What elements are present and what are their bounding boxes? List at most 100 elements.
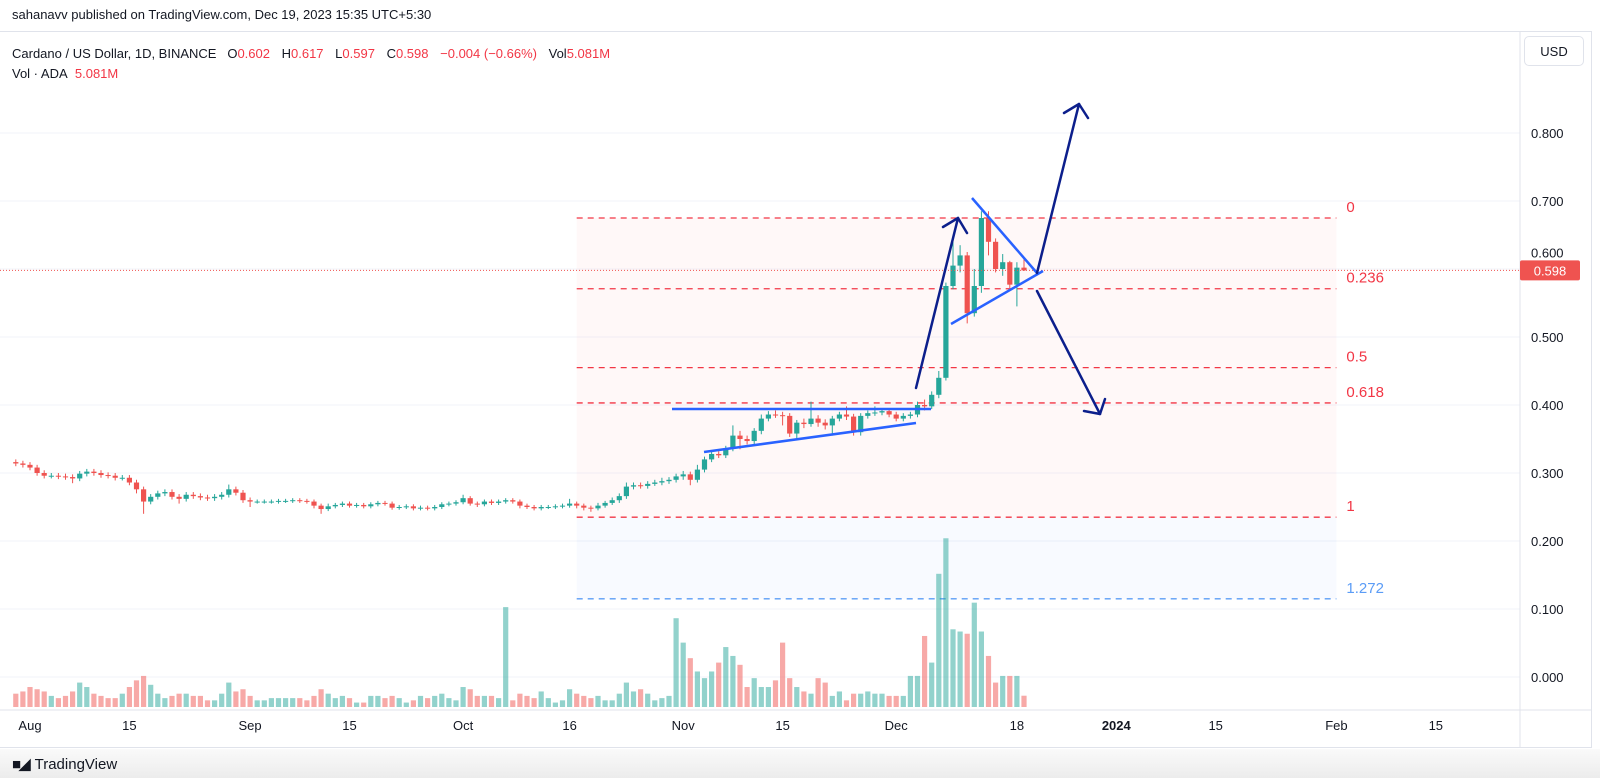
candle bbox=[787, 413, 793, 437]
candle-body bbox=[623, 486, 629, 497]
candle bbox=[425, 505, 431, 511]
volume-bar bbox=[836, 691, 842, 707]
candle-body bbox=[758, 418, 764, 431]
volume-bar bbox=[1007, 675, 1013, 707]
candle-body bbox=[780, 415, 786, 417]
vol-value: 5.081M bbox=[566, 46, 611, 61]
volume-bar bbox=[460, 687, 466, 707]
candle bbox=[971, 269, 977, 317]
candle-body bbox=[439, 504, 445, 507]
candle bbox=[957, 245, 963, 273]
candle bbox=[865, 410, 871, 419]
volume-bar bbox=[339, 695, 345, 707]
candle-body bbox=[325, 506, 331, 510]
tradingview-logo-icon: ■◢ bbox=[12, 756, 31, 773]
volume-bar bbox=[851, 693, 857, 707]
candle bbox=[268, 499, 274, 504]
candle-body bbox=[176, 496, 182, 499]
candle-body bbox=[616, 496, 622, 501]
volume-bar bbox=[538, 691, 544, 707]
time-tick-label: 15 bbox=[122, 718, 136, 733]
candle bbox=[261, 499, 267, 504]
volume-bar bbox=[879, 693, 885, 707]
candle-body bbox=[709, 453, 715, 460]
symbol-description[interactable]: Cardano / US Dollar, 1D, BINANCE bbox=[12, 46, 217, 61]
fibonacci-retracement[interactable]: 0 0.236 0.5 0.618 1 1.272 bbox=[576, 199, 1384, 600]
candle-body bbox=[77, 473, 83, 479]
candle-body bbox=[55, 475, 61, 477]
candle-body bbox=[929, 394, 935, 407]
candle bbox=[716, 451, 722, 459]
candle bbox=[581, 503, 587, 511]
candle bbox=[801, 418, 807, 429]
candle-body bbox=[247, 500, 253, 502]
tradingview-wordmark: TradingView bbox=[34, 755, 118, 773]
candle bbox=[155, 490, 161, 500]
volume-bar bbox=[886, 695, 892, 707]
volume-bar bbox=[488, 695, 495, 707]
time-tick-label: 15 bbox=[342, 718, 356, 733]
candle-body bbox=[680, 474, 686, 477]
candle bbox=[524, 503, 530, 510]
candle bbox=[765, 411, 771, 422]
time-tick-label: Nov bbox=[672, 718, 696, 733]
candle bbox=[744, 435, 750, 445]
candle bbox=[304, 498, 310, 504]
candle-body bbox=[694, 469, 700, 480]
candle bbox=[822, 419, 828, 430]
candle-body bbox=[339, 503, 345, 505]
volume-bar bbox=[20, 691, 26, 707]
candle bbox=[772, 410, 779, 418]
volume-bar bbox=[801, 691, 807, 707]
candle-body bbox=[190, 494, 196, 497]
volume-bar bbox=[893, 695, 899, 707]
legend-ohlc-row: Cardano / US Dollar, 1D, BINANCE O0.602 … bbox=[12, 44, 618, 64]
price-tick-label: 0.500 bbox=[1531, 330, 1564, 345]
candle bbox=[609, 497, 615, 505]
candle bbox=[27, 462, 33, 471]
candle-body bbox=[389, 503, 395, 508]
drawings[interactable] bbox=[672, 102, 1107, 454]
candle-body bbox=[233, 489, 239, 493]
volume-bar bbox=[716, 662, 722, 707]
volume-bar bbox=[396, 698, 402, 707]
candle bbox=[488, 499, 495, 505]
candle bbox=[212, 494, 218, 501]
candle-body bbox=[886, 411, 892, 415]
candle bbox=[403, 504, 409, 510]
volume-bar bbox=[13, 693, 19, 707]
candle-body bbox=[843, 414, 850, 417]
volume-bar bbox=[98, 695, 104, 707]
currency-button[interactable]: USD bbox=[1524, 36, 1584, 66]
candle bbox=[339, 501, 345, 507]
candle-body bbox=[630, 485, 637, 487]
chart-frame bbox=[0, 31, 1592, 748]
volume-bar bbox=[687, 658, 693, 707]
candle-body bbox=[275, 500, 282, 502]
candle-body bbox=[723, 448, 729, 456]
volume-series-label[interactable]: Vol · ADA bbox=[12, 66, 68, 81]
volume-bar bbox=[375, 695, 381, 707]
candle-body bbox=[574, 503, 580, 506]
high-value: 0.617 bbox=[291, 46, 324, 61]
candle-body bbox=[219, 494, 225, 497]
volume-bar bbox=[446, 698, 452, 707]
price-axis[interactable]: 0.800 0.700 0.600 0.500 0.400 0.300 0.200 0.100… bbox=[1531, 126, 1564, 685]
candle-body bbox=[822, 422, 828, 426]
volume-bar bbox=[957, 631, 963, 707]
volume-bar bbox=[1014, 675, 1020, 707]
volume-bar bbox=[417, 695, 424, 707]
candle-body bbox=[1021, 267, 1027, 271]
candle-body bbox=[496, 501, 502, 503]
candle bbox=[780, 411, 786, 426]
close-label: C bbox=[386, 46, 396, 61]
tradingview-brand[interactable]: ■◢ TradingView bbox=[12, 755, 118, 774]
candle bbox=[382, 500, 388, 506]
candle-body bbox=[425, 507, 431, 509]
volume-bar bbox=[283, 698, 289, 707]
candle bbox=[62, 473, 69, 480]
time-axis[interactable]: Aug 15 Sep 15 Oct 16 Nov 15 Dec 18 2024 15 Feb 15 bbox=[18, 718, 1443, 733]
candle-body bbox=[836, 414, 842, 419]
volume-bar bbox=[666, 695, 672, 707]
